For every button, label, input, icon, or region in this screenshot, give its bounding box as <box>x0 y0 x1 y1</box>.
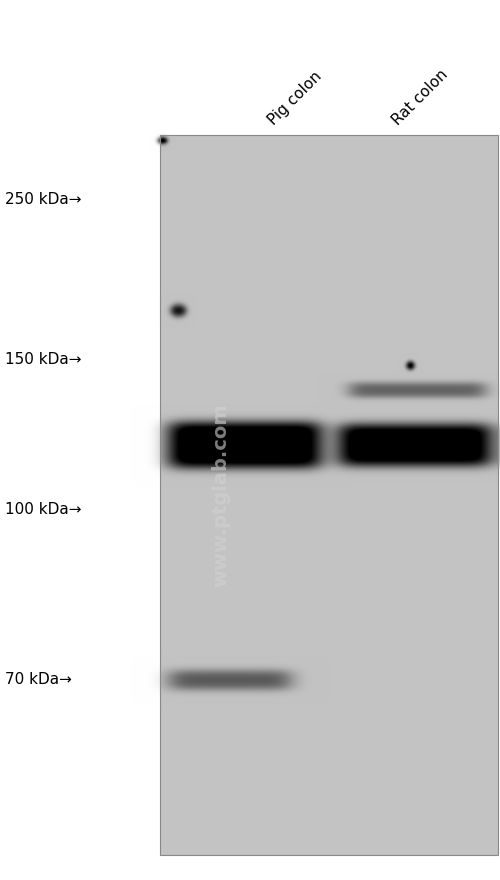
Text: 100 kDa→: 100 kDa→ <box>5 502 82 517</box>
Text: 70 kDa→: 70 kDa→ <box>5 672 72 687</box>
Text: 150 kDa→: 150 kDa→ <box>5 353 82 368</box>
Text: www.ptglab.com: www.ptglab.com <box>212 403 231 587</box>
Text: Rat colon: Rat colon <box>390 67 452 128</box>
Bar <box>160 135 498 855</box>
Text: 250 kDa→: 250 kDa→ <box>5 193 82 208</box>
Text: Pig colon: Pig colon <box>265 69 324 128</box>
